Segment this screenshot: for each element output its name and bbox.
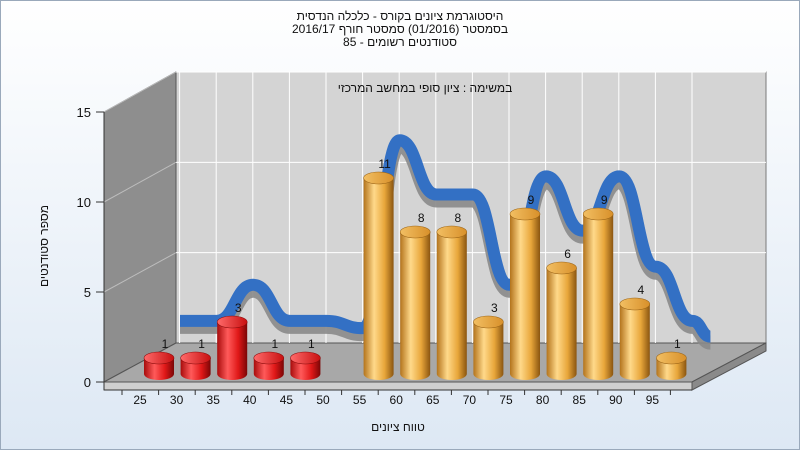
- chart-title-line-2: בסמסטר (01/2016) סמסטר חורף 2016/17: [291, 22, 509, 36]
- bar-45: [290, 351, 321, 380]
- x-tick-label: 45: [280, 393, 294, 407]
- x-tick-label: 35: [207, 393, 221, 407]
- bar-top: [363, 171, 394, 185]
- bar-90: [619, 297, 651, 380]
- value-label: 9: [601, 193, 608, 207]
- floor-right-edge: [691, 342, 767, 391]
- bar-top: [143, 351, 175, 365]
- y-axis: 0 5 10 15: [77, 105, 105, 390]
- gridline-side-5: [103, 252, 177, 293]
- bar-top: [436, 225, 468, 239]
- bar-top: [619, 297, 651, 311]
- bar-body: [510, 214, 540, 380]
- y-tick-label: 0: [84, 375, 91, 390]
- bar-top: [180, 351, 211, 365]
- x-tick-label: 95: [646, 393, 660, 407]
- bar-body: [546, 268, 577, 380]
- x-tick-label: 40: [243, 393, 257, 407]
- y-tick-label: 10: [77, 195, 91, 210]
- y-tick-label: 15: [77, 105, 91, 120]
- value-label: 1: [674, 337, 681, 351]
- bar-25: [143, 351, 175, 380]
- curve-ribbon: [180, 134, 712, 343]
- bar-top: [399, 225, 431, 239]
- value-label: 3: [235, 301, 242, 315]
- bar-65: [436, 225, 468, 380]
- bar-body: [400, 232, 431, 380]
- bar-body: [217, 322, 248, 380]
- x-tick-label: 25: [133, 393, 147, 407]
- x-tick-label: 30: [170, 393, 184, 407]
- bar-top: [546, 261, 577, 275]
- chart-title-line-1: היסטוגרמת ציונים בקורס - כלכלה הנדסית: [296, 9, 504, 23]
- side-wall: [103, 71, 177, 383]
- bar-top: [290, 351, 321, 365]
- gridline-side-15: [103, 71, 177, 113]
- bar-60: [399, 225, 431, 380]
- bar-top: [473, 315, 504, 329]
- bar-40: [253, 351, 285, 380]
- x-tick-label: 75: [499, 393, 513, 407]
- value-label: 1: [308, 337, 315, 351]
- x-tick-label: 80: [536, 393, 550, 407]
- bar-top: [253, 351, 285, 365]
- x-axis-label: טווח ציונים: [371, 420, 425, 434]
- x-axis: 25 30 35 40 45 50 55 60 65 70 75 80 85 90 95: [104, 389, 692, 407]
- value-label: 9: [528, 193, 535, 207]
- bar-75: [509, 207, 541, 380]
- gridline-side-10: [103, 161, 177, 203]
- gridlines: [103, 71, 766, 343]
- value-label: 11: [378, 157, 391, 171]
- bar-55: [363, 171, 394, 380]
- distribution-curve: [180, 134, 712, 350]
- bar-body: [473, 322, 504, 380]
- value-label: 1: [271, 337, 278, 351]
- x-tick-label: 65: [426, 393, 440, 407]
- value-label: 8: [454, 211, 461, 225]
- bar-30: [180, 351, 211, 380]
- value-label: 3: [491, 301, 498, 315]
- chart-title-line-3: סטודנטים רשומים - 85: [343, 35, 457, 49]
- bar-70: [473, 315, 504, 380]
- bars: [143, 171, 687, 380]
- y-axis-label: מספר סטודנטים: [37, 205, 51, 287]
- x-tick-label: 90: [609, 393, 623, 407]
- value-label: 4: [637, 283, 644, 297]
- chart-annotation: במשימה : ציון סופי במחשב המרכזי: [338, 81, 513, 95]
- floor-front-edge: [103, 381, 693, 391]
- value-label: 1: [162, 337, 169, 351]
- x-tick-label: 55: [353, 393, 367, 407]
- bar-top: [656, 351, 687, 365]
- chart-title-block: היסטוגרמת ציונים בקורס - כלכלה הנדסית בס…: [0, 10, 800, 49]
- bar-body: [619, 304, 650, 380]
- bar-body: [363, 178, 394, 380]
- x-tick-label: 60: [390, 393, 404, 407]
- bar-top: [582, 207, 614, 221]
- x-tick-label: 70: [463, 393, 477, 407]
- value-label: 8: [418, 211, 425, 225]
- bar-top: [509, 207, 541, 221]
- value-label: 1: [198, 337, 205, 351]
- bar-80: [546, 261, 577, 380]
- bar-body: [436, 232, 467, 380]
- x-tick-label: 50: [316, 393, 330, 407]
- bar-top: [216, 315, 248, 329]
- bar-35: [216, 315, 248, 380]
- y-tick-label: 5: [84, 285, 91, 300]
- bar-95: [656, 351, 687, 380]
- bar-85: [582, 207, 614, 380]
- bar-body: [583, 214, 614, 380]
- value-label: 6: [564, 247, 571, 261]
- x-tick-label: 85: [573, 393, 587, 407]
